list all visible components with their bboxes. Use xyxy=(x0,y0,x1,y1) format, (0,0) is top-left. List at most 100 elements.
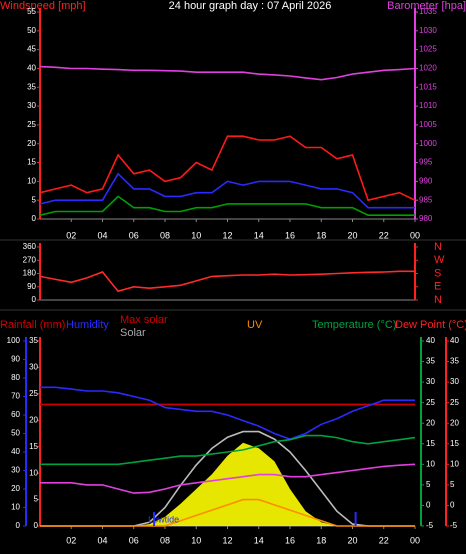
y-tick-label: 50 xyxy=(27,26,36,35)
y-tick-label: 30 xyxy=(426,377,435,386)
y-tick-label: -5 xyxy=(426,521,434,530)
x-tick-label: 06 xyxy=(129,535,139,545)
y-tick-label: 15 xyxy=(450,439,459,448)
barometer-label: Barometer [hpa] xyxy=(387,0,466,12)
y-tick-label: 10 xyxy=(450,459,459,468)
y-tick-label: 20 xyxy=(11,484,20,493)
x-tick-label: 22 xyxy=(379,535,389,545)
y-tick-label: N xyxy=(434,241,442,253)
y-tick-label: 30 xyxy=(27,101,36,110)
x-tick-label: 08 xyxy=(160,535,170,545)
y-tick-label: 45 xyxy=(27,45,36,54)
legend-entry: Solar xyxy=(120,327,146,339)
y-tick-label: 30 xyxy=(29,363,38,372)
y-tick-label: 20 xyxy=(450,418,459,427)
line xyxy=(40,434,416,466)
y-tick-label: 1020 xyxy=(419,64,437,73)
y-tick-label: 90 xyxy=(27,282,36,291)
y-tick-label: 0 xyxy=(34,521,39,530)
y-tick-label: 995 xyxy=(419,158,433,167)
x-tick-label: 00 xyxy=(410,230,420,240)
y-tick-label: 0 xyxy=(426,501,431,510)
y-tick-label: 100 xyxy=(7,336,21,345)
x-tick-label: 00 xyxy=(410,535,420,545)
y-tick-label: 360 xyxy=(23,242,37,251)
y-tick-label: 5 xyxy=(32,195,37,204)
x-tick-label: 10 xyxy=(191,230,201,240)
y-tick-label: E xyxy=(434,281,441,293)
y-tick-label: W xyxy=(434,254,445,266)
y-tick-label: 25 xyxy=(29,389,38,398)
line xyxy=(39,195,415,216)
y-tick-label: 10 xyxy=(426,459,435,468)
y-tick-label: 5 xyxy=(450,480,455,489)
y-tick-label: 1000 xyxy=(419,139,437,148)
y-tick-label: 10 xyxy=(29,468,38,477)
x-tick-label: 22 xyxy=(379,230,389,240)
y-tick-label: 80 xyxy=(11,373,20,382)
y-tick-label: 60 xyxy=(11,410,20,419)
y-tick-label: 1025 xyxy=(419,45,437,54)
line xyxy=(40,463,416,494)
line xyxy=(39,172,415,209)
y-tick-label: 35 xyxy=(426,357,435,366)
chart-title: 24 hour graph day : 07 April 2026 xyxy=(169,0,332,12)
y-tick-label: 5 xyxy=(426,480,431,489)
y-tick-label: 55 xyxy=(27,7,36,16)
x-tick-label: 16 xyxy=(285,230,295,240)
x-tick-label: 02 xyxy=(66,230,76,240)
y-tick-label: S xyxy=(434,267,441,279)
line xyxy=(40,498,415,527)
y-tick-label: 270 xyxy=(23,255,37,264)
y-tick-label: 5 xyxy=(34,495,39,504)
y-tick-label: 25 xyxy=(426,398,435,407)
y-tick-label: 1005 xyxy=(419,120,437,129)
y-tick-label: 35 xyxy=(29,336,38,345)
y-tick-label: 90 xyxy=(11,355,20,364)
x-tick-label: 10 xyxy=(191,535,201,545)
y-tick-label: 1035 xyxy=(419,7,437,16)
x-tick-label: 20 xyxy=(347,230,357,240)
legend-entry: Dew Point (°C) xyxy=(395,319,466,331)
y-tick-label: 15 xyxy=(426,439,435,448)
annotation: Lowtide xyxy=(148,514,179,524)
x-tick-label: 18 xyxy=(316,535,326,545)
x-tick-label: 18 xyxy=(316,230,326,240)
legend-entry: UV xyxy=(247,319,263,331)
y-tick-label: 70 xyxy=(11,392,20,401)
windspeed-label: Windspeed [mph] xyxy=(0,0,86,12)
area xyxy=(40,442,415,526)
x-tick-label: 04 xyxy=(97,230,107,240)
x-tick-label: 12 xyxy=(222,230,232,240)
y-tick-label: 15 xyxy=(27,158,36,167)
legend-entry: Humidity xyxy=(66,319,109,331)
y-tick-label: N xyxy=(434,294,442,306)
x-tick-label: 04 xyxy=(97,535,107,545)
x-tick-label: 08 xyxy=(160,230,170,240)
x-tick-label: 06 xyxy=(129,230,139,240)
legend-entry: Temperature (°C) xyxy=(312,319,396,331)
y-tick-label: 30 xyxy=(11,466,20,475)
legend-entry: Max solar xyxy=(120,314,168,326)
y-tick-label: 25 xyxy=(27,120,36,129)
y-tick-label: 10 xyxy=(11,503,20,512)
y-tick-label: 50 xyxy=(11,429,20,438)
y-tick-label: 1010 xyxy=(419,101,437,110)
y-tick-label: 985 xyxy=(419,195,433,204)
y-tick-label: 0 xyxy=(32,295,37,304)
y-tick-label: 990 xyxy=(419,176,433,185)
y-tick-label: 40 xyxy=(27,64,36,73)
y-tick-label: 10 xyxy=(27,176,36,185)
x-tick-label: 14 xyxy=(254,535,264,545)
legend-entry: Rainfall (mm) xyxy=(0,319,65,331)
x-tick-label: 02 xyxy=(66,535,76,545)
y-tick-label: 180 xyxy=(23,269,37,278)
y-tick-label: 0 xyxy=(16,521,21,530)
x-tick-label: 14 xyxy=(254,230,264,240)
line xyxy=(39,270,415,293)
y-tick-label: 40 xyxy=(450,336,459,345)
y-tick-label: 0 xyxy=(32,214,37,223)
y-tick-label: 20 xyxy=(29,415,38,424)
y-tick-label: 15 xyxy=(29,442,38,451)
